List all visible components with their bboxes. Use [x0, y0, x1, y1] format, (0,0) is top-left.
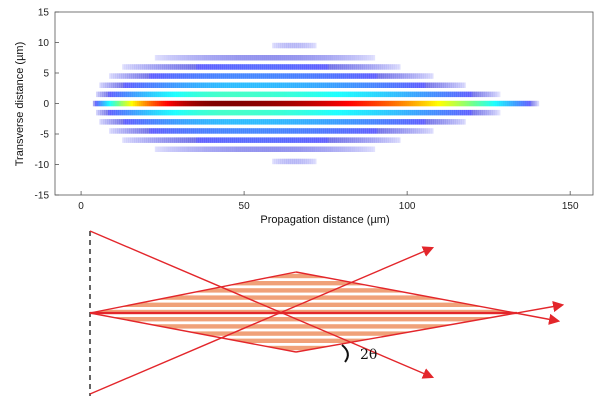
- x-tick-label-1: 50: [239, 201, 251, 212]
- beam-lower-incident: [89, 246, 435, 395]
- beams: [89, 230, 565, 395]
- x-axis-label: Propagation distance (µm): [260, 214, 389, 226]
- beam-diamond-lower-right: [295, 301, 565, 353]
- fringe-5: [109, 73, 434, 79]
- fringe-1: [96, 91, 501, 98]
- y-axis-ticks: 15 10 5 0 -5 -10 -15: [35, 8, 59, 202]
- fringe-10: [154, 146, 376, 152]
- y-axis-label: Transverse distance (µm): [14, 42, 26, 167]
- diagram-fringe-9: [90, 338, 517, 343]
- fringe-11: [272, 42, 317, 49]
- y-tick-label-2: 5: [43, 69, 49, 80]
- y-tick-label-0: 15: [38, 8, 50, 19]
- angle-arc: [341, 344, 349, 363]
- beam-diamond-upper-left: [89, 271, 297, 314]
- fringe-4: [99, 119, 466, 125]
- diagram-fringe-1: [90, 281, 517, 286]
- x-tick-label-3: 150: [562, 201, 579, 212]
- y-tick-label-1: 10: [38, 38, 50, 49]
- diagram-fringe-8: [90, 331, 517, 336]
- beam-upper-incident: [89, 230, 435, 379]
- fringe-12: [272, 158, 317, 165]
- y-tick-label-4: -5: [40, 130, 49, 141]
- diagram-fringe-0: [90, 273, 517, 279]
- diagram-fringe-7: [90, 324, 517, 329]
- x-tick-label-0: 0: [78, 201, 84, 212]
- fringe-6: [109, 128, 434, 134]
- fringe-3: [99, 82, 466, 88]
- beam-crossing-diagram: 2θ: [89, 230, 565, 396]
- y-tick-label-5: -10: [35, 160, 50, 171]
- diagram-fringe-10: [90, 345, 517, 351]
- beam-diamond-lower-left: [89, 312, 297, 353]
- diagram-fringe-6: [90, 317, 517, 322]
- x-tick-label-2: 100: [399, 201, 416, 212]
- angle-label: 2θ: [360, 347, 377, 363]
- fringe-7: [122, 64, 401, 70]
- y-tick-label-3: 0: [43, 99, 49, 110]
- x-axis-ticks: 0 50 100 150: [78, 191, 579, 212]
- y-tick-label-6: -15: [35, 191, 50, 202]
- fringe-8: [122, 137, 401, 143]
- fringe-9: [154, 55, 376, 61]
- fringes-layer: [92, 42, 540, 165]
- diagram-fringe-4: [90, 302, 517, 307]
- fringe-0: [92, 100, 540, 107]
- diagram-fringe-3: [90, 295, 517, 300]
- fringe-2: [96, 109, 501, 116]
- diagram-fringe-2: [90, 288, 517, 293]
